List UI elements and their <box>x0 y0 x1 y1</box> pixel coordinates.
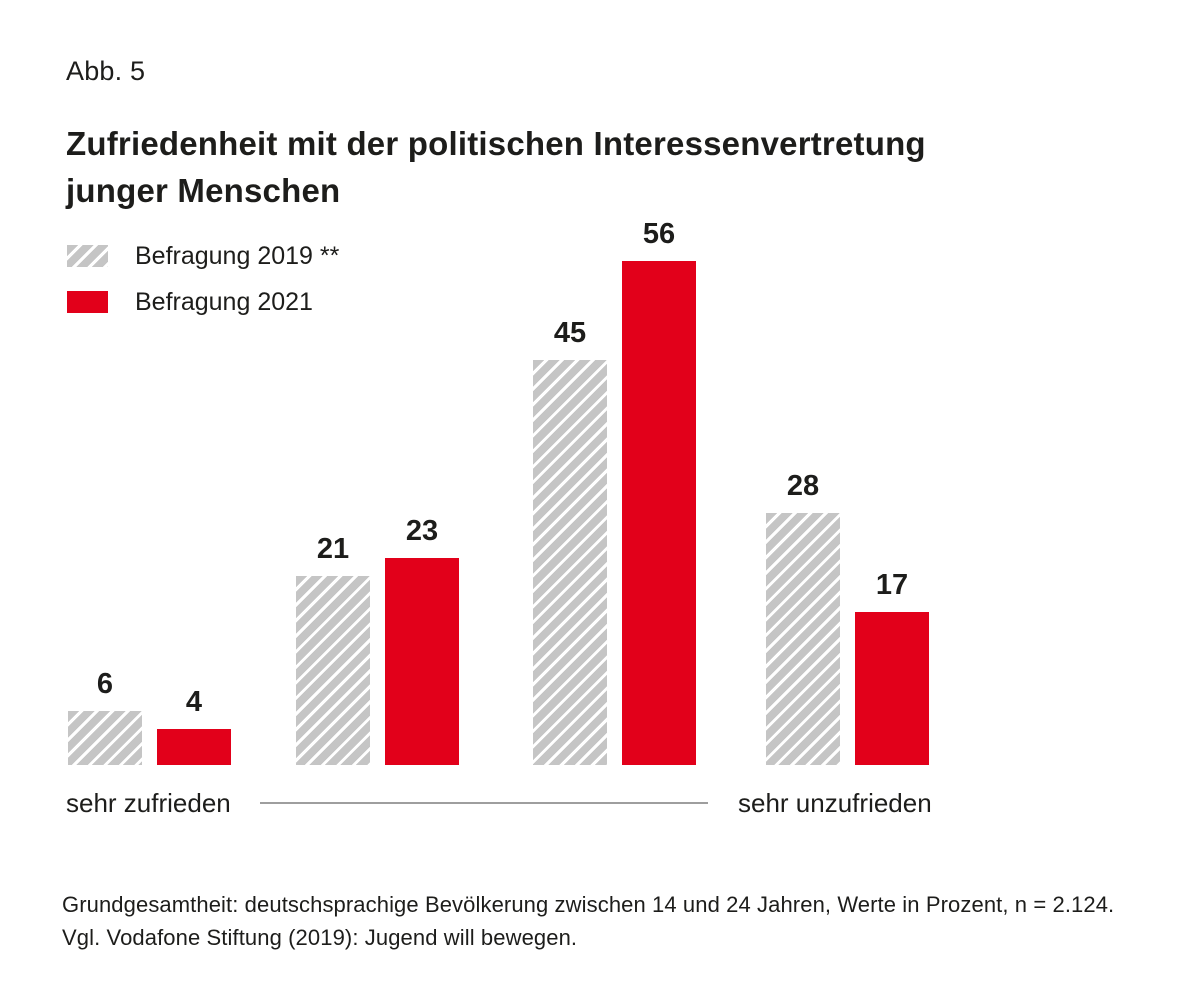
chart-title-line-2: junger Menschen <box>66 172 341 210</box>
legend-item-2019: Befragung 2019 ** <box>67 241 340 270</box>
bar-befragung-2019-group-1 <box>68 711 142 765</box>
bar-befragung-2019-group-3 <box>533 360 607 765</box>
figure-number: Abb. 5 <box>66 56 146 86</box>
bar-value-label: 23 <box>405 515 439 547</box>
bar-befragung-2019-group-4 <box>766 513 840 765</box>
footnote: Grundgesamtheit: deutschsprachige Bevölk… <box>62 888 1114 954</box>
legend-label-2019: Befragung 2019 ** <box>135 241 340 270</box>
bar-value-label: 45 <box>553 317 587 349</box>
legend-item-2021: Befragung 2021 <box>67 287 339 316</box>
legend: Befragung 2019 ** Befragung 2021 <box>67 241 340 336</box>
bar-value-label: 56 <box>642 218 676 250</box>
footnote-line-1: Grundgesamtheit: deutschsprachige Bevölk… <box>62 892 1115 917</box>
bar-value-label: 28 <box>786 470 820 502</box>
axis-connector-line <box>260 802 708 804</box>
bar-befragung-2019-group-2 <box>296 576 370 765</box>
chart-title-line-1: Zufriedenheit mit der politischen Intere… <box>66 125 926 163</box>
bar-chart-plot-area: 6 21 45 28 4 23 56 17 <box>68 218 929 765</box>
bar-befragung-2021-group-1 <box>157 729 231 765</box>
bar-befragung-2021-group-2 <box>385 558 459 765</box>
bar-befragung-2021-group-3 <box>622 261 696 765</box>
bar-value-label: 6 <box>96 668 114 700</box>
legend-swatch-hatched-icon <box>67 245 108 267</box>
bar-befragung-2021-group-4 <box>855 612 929 765</box>
bar-value-label: 21 <box>316 533 350 565</box>
bar-value-label: 4 <box>185 686 203 718</box>
legend-label-2021: Befragung 2021 <box>135 287 313 316</box>
legend-swatch-solid-icon <box>67 291 108 313</box>
bar-value-label: 17 <box>875 569 909 601</box>
axis-label-sehr-zufrieden: sehr zufrieden <box>66 788 231 818</box>
axis-label-sehr-unzufrieden: sehr unzufrieden <box>738 788 932 818</box>
footnote-line-2: Vgl. Vodafone Stiftung (2019): Jugend wi… <box>62 925 578 950</box>
chart-title: Zufriedenheit mit der politischen Intere… <box>66 120 926 214</box>
